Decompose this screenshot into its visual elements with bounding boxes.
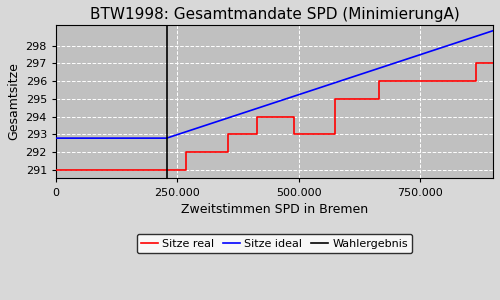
Y-axis label: Gesamtsitze: Gesamtsitze [7, 63, 20, 140]
Legend: Sitze real, Sitze ideal, Wahlergebnis: Sitze real, Sitze ideal, Wahlergebnis [136, 234, 412, 253]
Title: BTW1998: Gesamtmandate SPD (MinimierungA): BTW1998: Gesamtmandate SPD (MinimierungA… [90, 7, 460, 22]
X-axis label: Zweitstimmen SPD in Bremen: Zweitstimmen SPD in Bremen [181, 203, 368, 216]
